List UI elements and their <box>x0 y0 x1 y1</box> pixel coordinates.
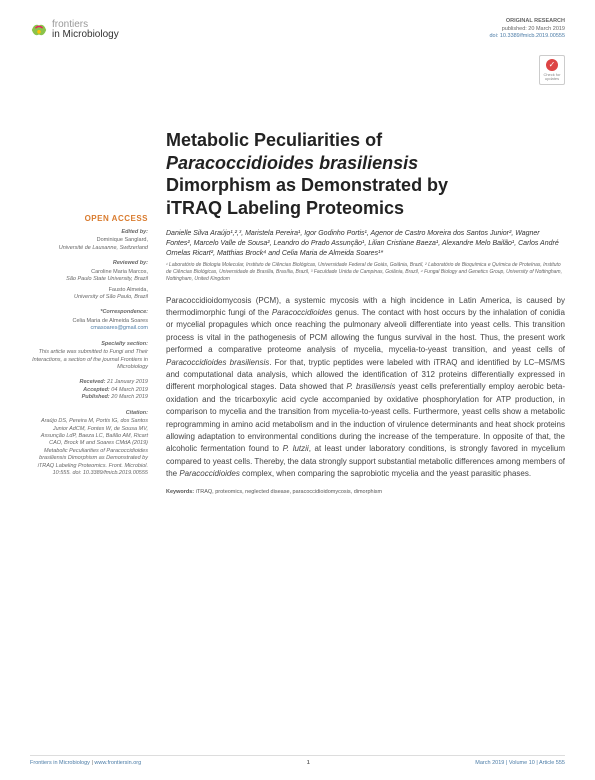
open-access-badge: OPEN ACCESS <box>30 214 148 223</box>
title-species: Paracoccidioides brasiliensis <box>166 153 418 173</box>
affiliation-list: ¹ Laboratório de Biologia Molecular, Ins… <box>166 262 565 282</box>
check-updates-badge[interactable]: ✓ Check for updates <box>539 55 565 85</box>
received-label: Received: <box>79 379 105 385</box>
abstract-text: yeast cells preferentially employ aerobi… <box>166 382 565 453</box>
abstract-genus: Paracoccidioides <box>272 308 332 317</box>
footer-left: Frontiers in Microbiology | www.frontier… <box>30 760 141 766</box>
reviewer-name: Caroline Maria Marcos, <box>30 269 148 276</box>
reviewed-by-section: Reviewed by: Caroline Maria Marcos, São … <box>30 260 148 301</box>
reviewer-affil: São Paulo State University, Brazil <box>30 276 148 283</box>
check-updates-label: Check for updates <box>540 73 564 82</box>
footer-url[interactable]: www.frontiersin.org <box>94 760 141 766</box>
published-label: Published: <box>82 394 110 400</box>
edited-by-label: Edited by: <box>30 229 148 236</box>
abstract: Paracoccidioidomycosis (PCM), a systemic… <box>166 295 565 481</box>
article-body: Metabolic Peculiarities of Paracoccidioi… <box>166 129 565 495</box>
reviewer-affil: University of São Paulo, Brazil <box>30 294 148 301</box>
abstract-genus: Paracoccidioides <box>179 469 239 478</box>
article-type: ORIGINAL RESEARCH <box>489 18 565 26</box>
pub-date: published: 20 March 2019 <box>489 26 565 34</box>
dates-section: Received: 21 January 2019 Accepted: 04 M… <box>30 379 148 401</box>
reviewed-by-label: Reviewed by: <box>30 260 148 267</box>
published-date: 20 March 2019 <box>111 394 148 400</box>
title-line: iTRAQ Labeling Proteomics <box>166 198 404 218</box>
keywords-text: iTRAQ, proteomics, neglected disease, pa… <box>196 489 382 495</box>
frontiers-logo-icon <box>30 21 48 39</box>
specialty-label: Specialty section: <box>30 341 148 348</box>
author-list: Danielle Silva Araújo¹,²,³, Maristela Pe… <box>166 229 565 258</box>
correspondence-section: *Correspondence: Celia Maria de Almeida … <box>30 309 148 332</box>
main-content: OPEN ACCESS Edited by: Dominique Sanglar… <box>0 49 595 495</box>
edited-by-section: Edited by: Dominique Sanglard, Universit… <box>30 229 148 252</box>
journal-logo: frontiers in Microbiology <box>30 18 119 41</box>
correspondence-label: *Correspondence: <box>30 309 148 316</box>
keywords-label: Keywords: <box>166 489 194 495</box>
citation-section: Citation: Araújo DS, Pereira M, Portis I… <box>30 410 148 478</box>
title-line: Dimorphism as Demonstrated by <box>166 175 448 195</box>
article-title: Metabolic Peculiarities of Paracoccidioi… <box>166 129 565 219</box>
citation-text: Araújo DS, Pereira M, Portis IG, dos San… <box>38 418 148 476</box>
accepted-label: Accepted: <box>83 387 110 393</box>
keywords: Keywords: iTRAQ, proteomics, neglected d… <box>166 489 565 495</box>
corr-email[interactable]: cmasoares@gmail.com <box>30 325 148 332</box>
footer-issue: March 2019 | Volume 10 | Article 555 <box>475 760 565 766</box>
doi: doi: 10.3389/fmicb.2019.00555 <box>489 33 565 41</box>
logo-text: frontiers in Microbiology <box>52 20 119 40</box>
footer-journal[interactable]: Frontiers in Microbiology <box>30 760 90 766</box>
reviewer-name: Fausto Almeida, <box>30 287 148 294</box>
abstract-species: Paracoccidioides brasiliensis <box>166 358 269 367</box>
received-date: 21 January 2019 <box>107 379 148 385</box>
accepted-date: 04 March 2019 <box>111 387 148 393</box>
specialty-text: This article was submitted to Fungi and … <box>32 349 148 370</box>
abstract-species: P. lutzii <box>283 444 309 453</box>
sidebar: OPEN ACCESS Edited by: Dominique Sanglar… <box>30 129 148 495</box>
page-footer: Frontiers in Microbiology | www.frontier… <box>30 755 565 766</box>
abstract-species: P. brasiliensis <box>346 382 395 391</box>
citation-label: Citation: <box>30 410 148 417</box>
title-line: Metabolic Peculiarities of <box>166 130 382 150</box>
publication-info: ORIGINAL RESEARCH published: 20 March 20… <box>489 18 565 41</box>
page-number: 1 <box>307 760 310 766</box>
corr-name: Celia Maria de Almeida Soares <box>72 318 148 324</box>
abstract-text: complex, when comparing the saprobiotic … <box>240 469 531 478</box>
editor-name: Dominique Sanglard, <box>30 237 148 244</box>
editor-affil: Université de Lausanne, Switzerland <box>30 245 148 252</box>
specialty-section: Specialty section: This article was subm… <box>30 341 148 372</box>
logo-journal: in Microbiology <box>52 30 119 40</box>
check-icon: ✓ <box>546 59 558 71</box>
page-header: frontiers in Microbiology ORIGINAL RESEA… <box>0 0 595 49</box>
